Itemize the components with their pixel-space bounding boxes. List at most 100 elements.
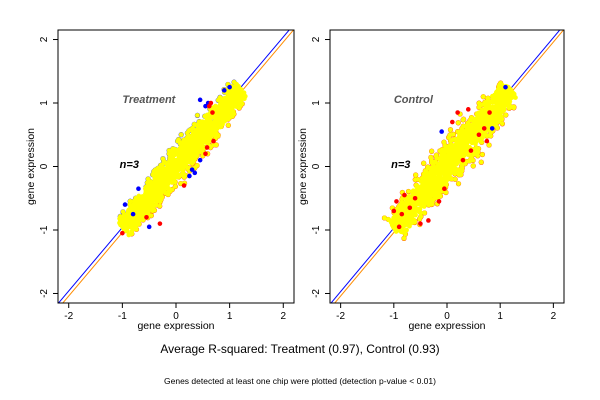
- y-tick-label: 1: [39, 100, 50, 106]
- data-point: [503, 112, 509, 118]
- data-point: [138, 209, 144, 215]
- data-point: [157, 203, 163, 209]
- data-point: [439, 151, 445, 157]
- data-point: [125, 208, 131, 214]
- data-point: [190, 125, 196, 131]
- data-point: [504, 96, 510, 102]
- data-point: [171, 177, 177, 183]
- outlier-point: [481, 126, 487, 131]
- data-point: [391, 215, 397, 221]
- data-point: [441, 170, 447, 176]
- data-point: [127, 198, 133, 204]
- data-point: [486, 142, 492, 148]
- data-point: [134, 206, 140, 211]
- data-point: [396, 207, 401, 213]
- data-point: [452, 176, 458, 182]
- data-point: [189, 151, 195, 157]
- data-point: [473, 141, 478, 147]
- data-point: [222, 96, 227, 102]
- data-point: [497, 100, 503, 105]
- data-point: [506, 105, 512, 111]
- data-point: [195, 112, 200, 118]
- data-point: [428, 155, 434, 160]
- data-point: [457, 133, 463, 138]
- outlier-point: [197, 157, 203, 163]
- y-axis-label: gene expression: [25, 128, 37, 205]
- data-point: [144, 187, 150, 192]
- data-point: [493, 96, 499, 102]
- data-point: [218, 106, 224, 112]
- outlier-point: [394, 199, 399, 204]
- outlier-point: [130, 211, 136, 217]
- data-point: [445, 169, 451, 175]
- data-point: [401, 235, 407, 241]
- outlier-point: [442, 186, 447, 192]
- data-point: [418, 214, 424, 220]
- data-point: [186, 128, 192, 134]
- data-point: [234, 82, 240, 88]
- data-point: [229, 93, 235, 99]
- data-point: [480, 107, 485, 113]
- x-tick-label: 2: [551, 311, 557, 322]
- data-point: [239, 101, 245, 107]
- data-point: [184, 160, 190, 166]
- data-point: [150, 194, 156, 200]
- data-point: [143, 204, 148, 210]
- data-point: [412, 220, 418, 225]
- outlier-point: [418, 221, 423, 226]
- data-point: [167, 155, 173, 161]
- data-point: [150, 208, 155, 214]
- data-point: [495, 119, 501, 125]
- outlier-point: [208, 100, 214, 106]
- data-point: [156, 186, 162, 191]
- data-point: [175, 138, 180, 144]
- data-point: [133, 195, 139, 201]
- data-point: [134, 226, 139, 232]
- data-point: [231, 97, 237, 103]
- data-point: [131, 220, 137, 226]
- data-point: [430, 172, 436, 178]
- data-point: [186, 155, 192, 161]
- outlier-point: [484, 138, 490, 144]
- data-point: [488, 129, 494, 135]
- data-point: [420, 203, 426, 209]
- data-point: [475, 153, 481, 159]
- outlier-point: [197, 97, 203, 103]
- x-tick-label: -1: [118, 311, 127, 322]
- data-point: [460, 117, 466, 123]
- data-point: [158, 191, 164, 197]
- outlier-point: [402, 192, 407, 198]
- x-tick-label: -2: [64, 311, 73, 322]
- data-point: [479, 102, 485, 108]
- data-point: [451, 146, 457, 152]
- data-point: [407, 212, 413, 217]
- data-point: [152, 167, 158, 173]
- data-point: [480, 132, 486, 138]
- data-point: [464, 143, 470, 149]
- panel-title: Control: [394, 94, 434, 106]
- data-point: [161, 183, 166, 189]
- data-point: [471, 151, 477, 157]
- outlier-point: [391, 208, 397, 214]
- data-point: [126, 232, 132, 238]
- data-point: [215, 117, 221, 122]
- outlier-point: [476, 132, 482, 138]
- data-point: [441, 147, 447, 153]
- data-point: [199, 127, 205, 133]
- x-tick-label: 1: [227, 311, 233, 322]
- outlier-point: [187, 173, 192, 179]
- outlier-point: [157, 221, 163, 226]
- data-point: [222, 118, 227, 124]
- data-point: [410, 189, 415, 195]
- outlier-point: [210, 110, 215, 115]
- outlier-point: [211, 138, 216, 144]
- data-point: [429, 166, 435, 172]
- outlier-point: [122, 202, 128, 207]
- data-point: [466, 125, 471, 131]
- data-point: [153, 181, 158, 187]
- data-point: [438, 184, 444, 190]
- data-point: [182, 138, 187, 144]
- outlier-point: [412, 195, 418, 201]
- data-point: [171, 173, 177, 179]
